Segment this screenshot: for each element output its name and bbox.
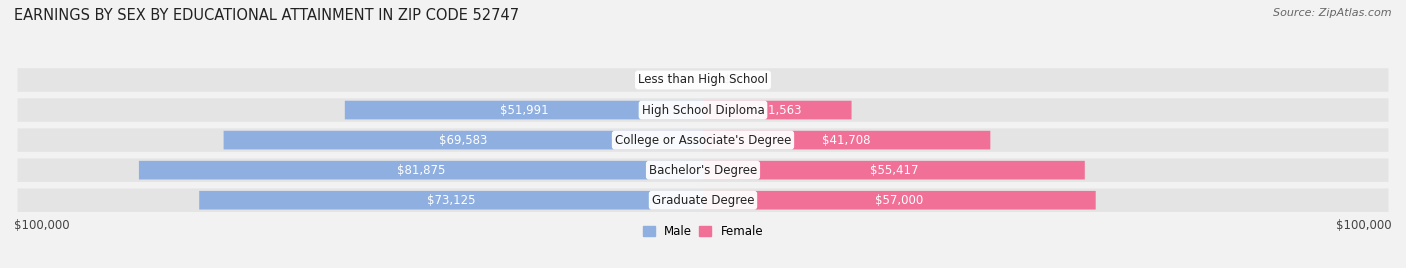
FancyBboxPatch shape (17, 158, 1389, 182)
Text: Source: ZipAtlas.com: Source: ZipAtlas.com (1274, 8, 1392, 18)
FancyBboxPatch shape (139, 161, 703, 180)
FancyBboxPatch shape (703, 161, 1085, 180)
Text: $51,991: $51,991 (499, 103, 548, 117)
Text: $69,583: $69,583 (439, 134, 488, 147)
FancyBboxPatch shape (224, 131, 703, 150)
FancyBboxPatch shape (17, 188, 1389, 212)
FancyBboxPatch shape (344, 101, 703, 119)
Text: $21,563: $21,563 (754, 103, 801, 117)
FancyBboxPatch shape (200, 191, 703, 210)
Text: Less than High School: Less than High School (638, 73, 768, 87)
Text: Graduate Degree: Graduate Degree (652, 194, 754, 207)
Text: $57,000: $57,000 (875, 194, 924, 207)
Legend: Male, Female: Male, Female (638, 220, 768, 243)
Text: Bachelor's Degree: Bachelor's Degree (650, 164, 756, 177)
Text: EARNINGS BY SEX BY EDUCATIONAL ATTAINMENT IN ZIP CODE 52747: EARNINGS BY SEX BY EDUCATIONAL ATTAINMEN… (14, 8, 519, 23)
Text: $0: $0 (724, 73, 738, 87)
Text: $81,875: $81,875 (396, 164, 446, 177)
Text: $100,000: $100,000 (14, 219, 70, 232)
Text: High School Diploma: High School Diploma (641, 103, 765, 117)
FancyBboxPatch shape (17, 98, 1389, 122)
Text: $55,417: $55,417 (870, 164, 918, 177)
FancyBboxPatch shape (703, 191, 1095, 210)
FancyBboxPatch shape (17, 128, 1389, 152)
Text: $41,708: $41,708 (823, 134, 870, 147)
FancyBboxPatch shape (17, 68, 1389, 92)
FancyBboxPatch shape (703, 131, 990, 150)
FancyBboxPatch shape (703, 101, 852, 119)
Text: $73,125: $73,125 (427, 194, 475, 207)
Text: $0: $0 (668, 73, 682, 87)
Text: College or Associate's Degree: College or Associate's Degree (614, 134, 792, 147)
Text: $100,000: $100,000 (1336, 219, 1392, 232)
